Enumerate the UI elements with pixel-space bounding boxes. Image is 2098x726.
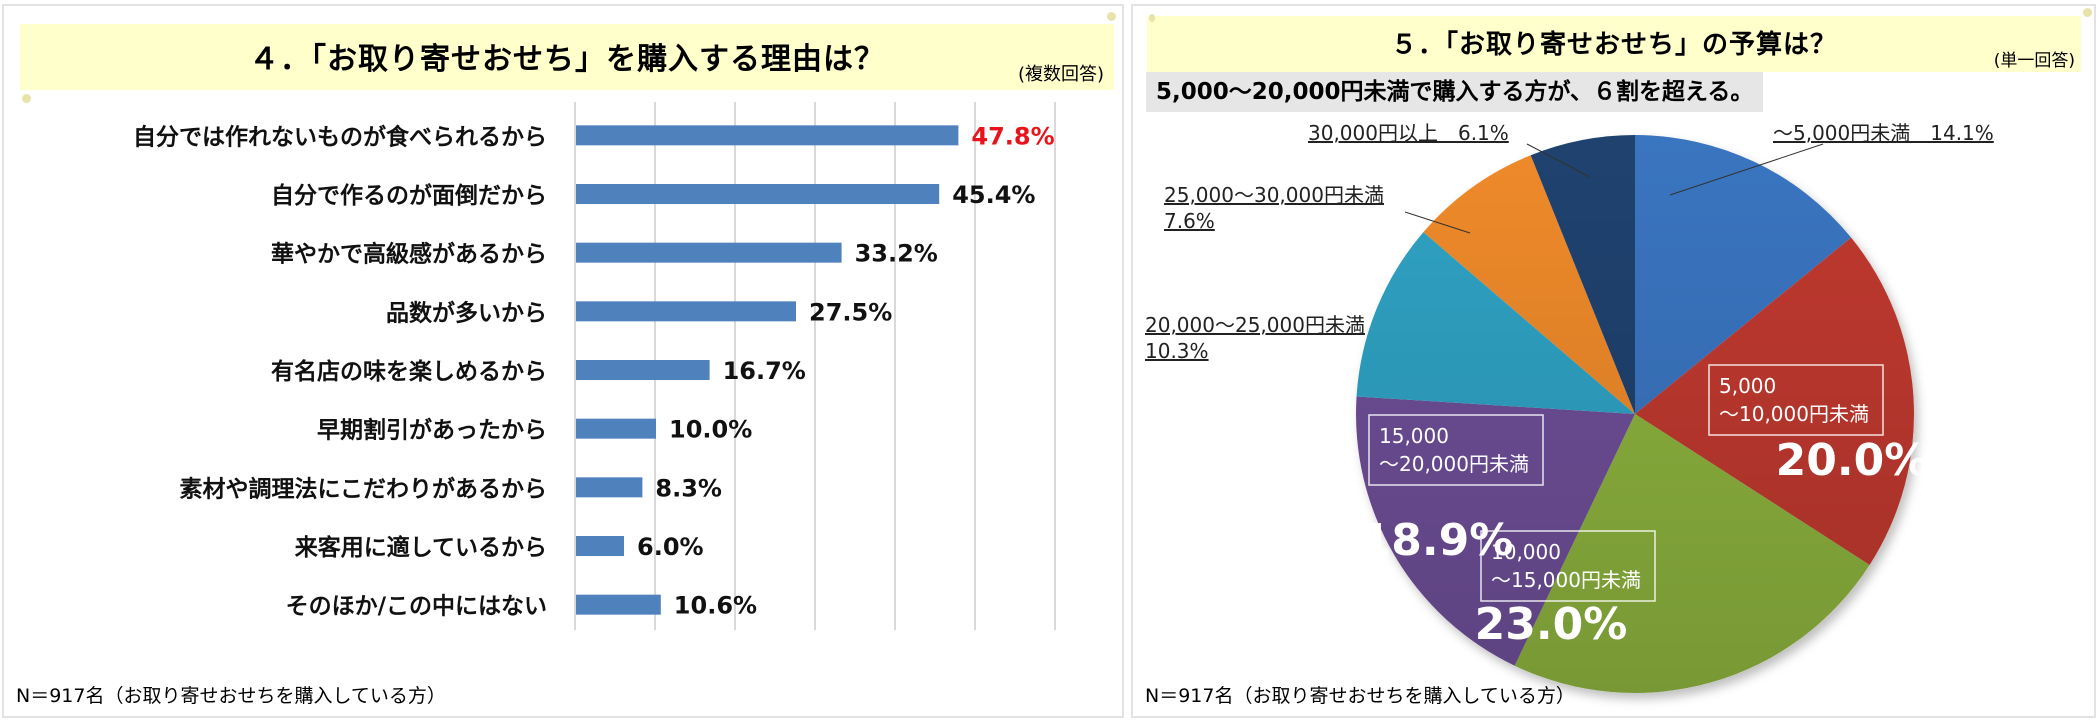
leader-line <box>1404 211 1471 234</box>
pie-chart: ～5,000円未満 14.1% 5,000 ～10,000円未満 20.0% 10,00… <box>1145 121 1994 693</box>
value-label: 10.0% <box>669 416 752 444</box>
value-label: 10.6% <box>674 592 757 620</box>
bar <box>576 301 796 322</box>
slice-value-label: 18.9% <box>1361 515 1514 566</box>
category-label: そのほか/この中にはない <box>286 594 547 620</box>
headline-callout: 5,000～20,000円未満で購入する方が、６割を超える。 <box>1146 72 1764 112</box>
slice-label-box <box>1368 414 1544 486</box>
title-banner: ４．「お取り寄せおせち」を購入する理由は？ (複数回答) <box>20 24 1114 90</box>
sample-size-footnote: N＝917名（お取り寄せおせちを購入している方） <box>1145 685 1575 707</box>
slice-labels: ～5,000円未満 14.1% 5,000 ～10,000円未満 20.0% 10,00… <box>1145 121 1994 650</box>
pin-decoration <box>1149 14 1155 22</box>
category-label: 素材や調理法にこだわりがあるから <box>179 475 547 502</box>
sample-size-footnote: N＝917名（お取り寄せおせちを購入している方） <box>16 685 446 707</box>
slice-label: 30,000円以上 6.1% <box>1308 121 1509 145</box>
bar <box>576 125 959 146</box>
slice-label: ～15,000円未満 <box>1491 568 1641 592</box>
pin-decoration <box>22 94 31 103</box>
category-labels: 自分では作れないものが食べられるから自分で作るのが面倒だから華やかで高級感がある… <box>133 123 547 619</box>
slice-label: 15,000 <box>1379 424 1449 448</box>
slice-label: 7.6% <box>1164 209 1215 233</box>
chart-title: ４．「お取り寄せおせち」を購入する理由は？ <box>249 42 885 77</box>
slice-label: 25,000～30,000円未満 <box>1164 183 1384 207</box>
leader-lines <box>1404 143 1824 234</box>
category-label: 品数が多いから <box>386 299 547 326</box>
slice-label: 10.3% <box>1145 339 1209 363</box>
slice-label-box <box>1480 530 1656 602</box>
answer-type-note: (単一回答) <box>1993 51 2075 71</box>
bar <box>576 418 656 439</box>
slice-label-box <box>1708 364 1884 436</box>
slice-label: ～10,000円未満 <box>1719 402 1869 426</box>
slice-value-label: 23.0% <box>1475 599 1628 650</box>
leader-line <box>1526 143 1591 178</box>
value-labels: 47.8% 45.4% 33.2% 27.5% 16.7% 10.0% 8.3% 6.0% 10… <box>637 122 1055 619</box>
pin-decoration <box>2083 8 2092 17</box>
value-label: 33.2% <box>855 240 938 268</box>
category-label: 自分で作るのが面倒だから <box>271 182 547 209</box>
slice-label: 20,000～25,000円未満 <box>1145 313 1365 337</box>
title-banner: ５．「お取り寄せおせち」の予算は？ (単一回答) <box>1147 16 2081 72</box>
bar <box>576 184 940 204</box>
pin-decoration <box>1107 12 1116 21</box>
value-label: 47.8% <box>971 122 1054 150</box>
slice-label: 10,000 <box>1491 540 1561 564</box>
pie-shading <box>1356 135 1914 693</box>
slice-label: 5,000 <box>1719 374 1776 398</box>
bar <box>576 360 710 380</box>
leader-line <box>1669 143 1824 196</box>
bars <box>576 125 959 615</box>
bar <box>576 594 661 615</box>
slice-value-label: 20.0% <box>1776 435 1929 486</box>
category-label: 華やかで高級感があるから <box>271 241 547 268</box>
value-label: 16.7% <box>723 357 806 385</box>
value-label: 27.5% <box>809 298 892 326</box>
value-label: 6.0% <box>637 533 704 561</box>
category-label: 自分では作れないものが食べられるから <box>133 123 547 150</box>
slice-label: ～20,000円未満 <box>1379 452 1529 476</box>
reasons-chart-panel: ４．「お取り寄せおせち」を購入する理由は？ (複数回答) 自分では作れないものが… <box>2 4 1124 718</box>
bar-chart: 自分では作れないものが食べられるから自分で作るのが面倒だから華やかで高級感がある… <box>133 102 1056 630</box>
slice-label: ～5,000円未満 14.1% <box>1773 121 1994 145</box>
bar <box>576 477 643 498</box>
budget-chart-panel: ５．「お取り寄せおせち」の予算は？ (単一回答) 5,000～20,000円未満… <box>1131 4 2096 718</box>
bar <box>576 242 842 263</box>
value-label: 8.3% <box>655 474 722 502</box>
answer-type-note: (複数回答) <box>1017 64 1104 85</box>
chart-title: ５．「お取り寄せおせち」の予算は？ <box>1390 30 1837 60</box>
category-label: 有名店の味を楽しめるから <box>271 358 547 385</box>
category-label: 来客用に適しているから <box>295 534 547 561</box>
value-label: 45.4% <box>952 181 1035 209</box>
pie-slices <box>1356 135 1914 693</box>
bar <box>576 536 624 556</box>
category-label: 早期割引があったから <box>317 417 547 444</box>
